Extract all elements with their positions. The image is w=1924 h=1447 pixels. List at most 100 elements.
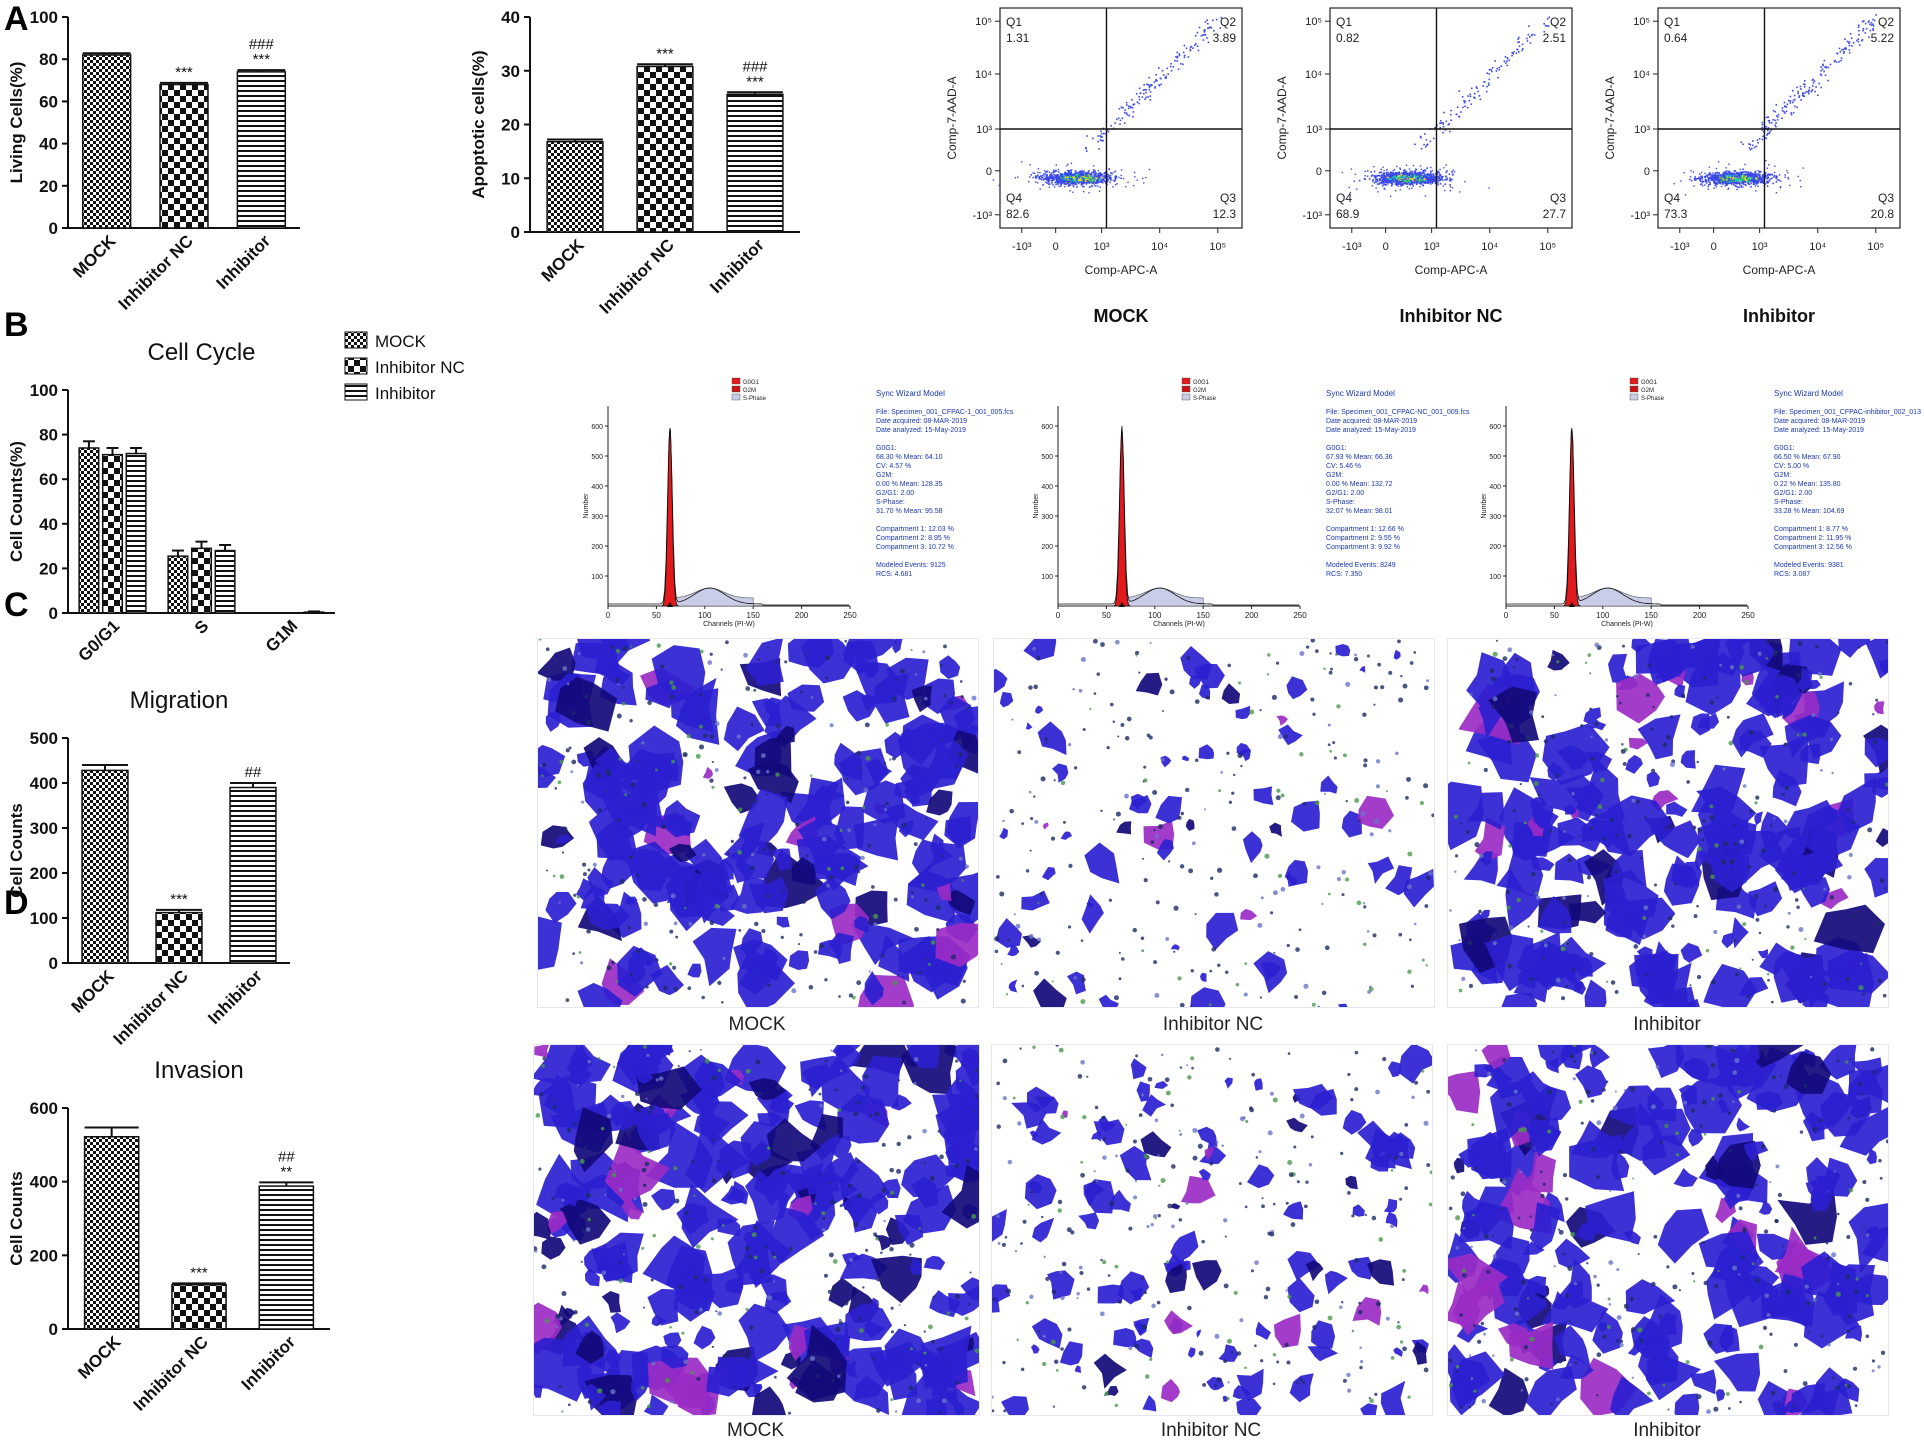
- significance-label: ##: [278, 1148, 295, 1165]
- hist-legend-label: G0G1: [1193, 380, 1210, 386]
- hist-y-tick-label: 500: [1041, 454, 1053, 461]
- bar-inhibitor-nc: [155, 911, 203, 964]
- y-axis-label: Cell Counts: [7, 803, 26, 897]
- y-tick-label: 600: [30, 1099, 58, 1118]
- hist-report-line: 0.00 % Mean: 132.72: [1326, 481, 1393, 488]
- migration-chart: Migration 0 100 200 300 400 500 Cell Counts MOCK…: [7, 687, 290, 1049]
- hist-x-tick-label: 250: [1293, 611, 1307, 620]
- x-tick-label: 10⁵: [1539, 241, 1556, 253]
- y-tick-label: 0: [49, 1320, 58, 1339]
- x-tick-label: 10³: [1752, 241, 1768, 253]
- y-tick-label: 40: [501, 8, 520, 27]
- q1-value: 1.31: [1006, 31, 1030, 45]
- hist-legend-label: S-Phase: [743, 396, 767, 402]
- bar-mock: [83, 1135, 140, 1330]
- q1-name: Q1: [1664, 15, 1680, 29]
- y-axis-label: Living Cells(%): [7, 62, 26, 184]
- hist-y-tick-label: 600: [1041, 424, 1053, 431]
- q2-name: Q2: [1878, 15, 1894, 29]
- hist-y-tick-label: 600: [1489, 424, 1501, 431]
- histogram-outline: [1058, 425, 1300, 606]
- hist-report-line: 31.70 % Mean: 95.58: [876, 508, 943, 515]
- migration-micrograph-inhibitor-nc-stain: [994, 639, 1434, 1007]
- y-tick-label: 0: [511, 223, 520, 242]
- panel-letter-c: C: [4, 586, 29, 624]
- hist-report-line: File: Specimen_001_CFPAC-NC_001_009.fcs: [1326, 409, 1470, 416]
- panel-letter-d: D: [4, 884, 29, 922]
- x-tick-label-inhibitor-nc: Inhibitor NC: [115, 231, 197, 313]
- chart-title: Invasion: [154, 1057, 243, 1084]
- invasion-micrograph-inhibitor: [1447, 1044, 1889, 1416]
- legend-label-inhibitor: Inhibitor: [375, 384, 436, 403]
- flow-events: [1673, 14, 1877, 196]
- hist-y-tick-label: 400: [1041, 484, 1053, 491]
- y-tick-label: 60: [39, 92, 58, 111]
- y-tick-label: 40: [39, 515, 58, 534]
- hist-y-axis-label: Number: [583, 493, 590, 519]
- q3-value: 12.3: [1213, 207, 1237, 221]
- x-tick-label-inhibitor: Inhibitor: [204, 966, 266, 1028]
- migration-micrograph-inhibitor: [1447, 638, 1889, 1008]
- y-tick-label: 0: [986, 166, 992, 178]
- bar-inhibitor-s: [214, 549, 236, 614]
- y-tick-label: 400: [30, 774, 58, 793]
- x-tick-label-mock: MOCK: [538, 235, 589, 286]
- hist-report-line: Compartment 3: 10.72 %: [876, 544, 954, 551]
- bar-inhibitor-g0-g1: [125, 452, 147, 614]
- y-tick-label: 100: [30, 381, 58, 400]
- chart-title: Migration: [130, 687, 229, 714]
- flow-frame: [1329, 7, 1573, 229]
- q2-value: 3.89: [1213, 31, 1237, 45]
- q2-value: 2.51: [1543, 31, 1567, 45]
- stained-cells: [1448, 639, 1888, 1007]
- y-tick-label: 10⁴: [975, 69, 992, 81]
- significance-label: ***: [175, 64, 193, 81]
- hist-report-line: File: Specimen_001_CFPAC-1_001_005.fcs: [876, 409, 1014, 416]
- flow-frame: [999, 7, 1243, 229]
- legend-swatch-mock: [344, 331, 368, 349]
- significance-label: ###: [742, 58, 768, 75]
- hist-report-line: G2/G1: 2.00: [1326, 490, 1364, 497]
- hist-x-tick-label: 0: [1056, 611, 1061, 620]
- migration-label-inhibitor-nc: Inhibitor NC: [1162, 1014, 1264, 1035]
- y-tick-label: 0: [49, 219, 58, 238]
- hist-report-line: S-Phase:: [1326, 499, 1355, 506]
- hist-y-tick-label: 300: [1041, 514, 1053, 521]
- q4-value: 73.3: [1664, 207, 1688, 221]
- x-tick-label-inhibitor: Inhibitor: [238, 1332, 300, 1394]
- y-tick-label: 0: [49, 954, 58, 973]
- x-tick-label-mock: MOCK: [69, 231, 120, 282]
- flow-x-axis-label: Comp-APC-A: [1415, 263, 1488, 277]
- hist-report-line: Compartment 1: 8.77 %: [1774, 526, 1848, 533]
- y-tick-label: 20: [39, 559, 58, 578]
- hist-report-line: RCS: 7.350: [1326, 571, 1362, 578]
- x-tick-label-inhibitor-nc: Inhibitor NC: [130, 1332, 212, 1414]
- membrane-pores: [1449, 639, 1888, 1004]
- hist-y-tick-label: 200: [1489, 544, 1501, 551]
- y-tick-label: -10³: [972, 210, 992, 222]
- hist-report-line: G0G1:: [876, 445, 897, 452]
- x-tick-label: 10⁴: [1481, 241, 1498, 253]
- chart-title: Cell Cycle: [147, 339, 255, 366]
- g0g1-peak: [660, 427, 679, 607]
- legend-swatch-inhibitor: [344, 383, 368, 401]
- hist-report-line: File: Specimen_001_CFPAC-inhibitor_002_0…: [1774, 409, 1921, 416]
- y-tick-label: 300: [30, 819, 58, 838]
- q3-name: Q3: [1550, 191, 1566, 205]
- hist-report-line: 66.50 % Mean: 67.90: [1774, 454, 1841, 461]
- hist-y-tick-label: 100: [1489, 574, 1501, 581]
- panel-letter-a: A: [4, 0, 29, 38]
- y-tick-label: 0: [49, 604, 58, 623]
- invasion-chart: Invasion 0 200 400 600 Cell Counts MOCK *** Inhi…: [7, 1057, 330, 1415]
- q3-name: Q3: [1878, 191, 1894, 205]
- bar-inhibitor-nc: [636, 65, 694, 233]
- flow-plot-title: MOCK: [1094, 306, 1149, 326]
- hist-y-axis-label: Number: [1481, 493, 1488, 519]
- invasion-micrograph-inhibitor-nc: [991, 1044, 1433, 1416]
- migration-label-inhibitor: Inhibitor: [1633, 1014, 1701, 1035]
- y-tick-label: 80: [39, 50, 58, 69]
- hist-legend-label: G2M: [743, 388, 756, 394]
- significance-label: ***: [190, 1264, 208, 1281]
- y-axis-label: Cell Counts: [7, 1171, 26, 1265]
- y-tick-label: 20: [501, 116, 520, 135]
